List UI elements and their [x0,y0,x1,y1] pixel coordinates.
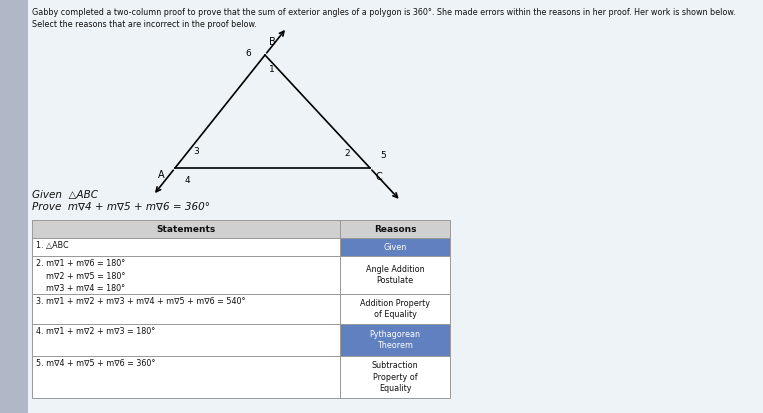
Bar [32,256,340,294]
Text: 3. m∇1 + m∇2 + m∇3 + m∇4 + m∇5 + m∇6 = 540°: 3. m∇1 + m∇2 + m∇3 + m∇4 + m∇5 + m∇6 = 5… [36,297,246,306]
Text: Pythagorean
Theorem: Pythagorean Theorem [369,330,420,350]
Text: Select the reasons that are incorrect in the proof below.: Select the reasons that are incorrect in… [32,20,257,29]
Text: 6: 6 [245,48,251,57]
Text: 2. m∇1 + m∇6 = 180°
    m∇2 + m∇5 = 180°
    m∇3 + m∇4 = 180°: 2. m∇1 + m∇6 = 180° m∇2 + m∇5 = 180° m∇3… [36,259,125,293]
Text: 4. m∇1 + m∇2 + m∇3 = 180°: 4. m∇1 + m∇2 + m∇3 = 180° [36,327,155,336]
Text: A: A [159,170,165,180]
Bar [32,238,340,256]
Text: Angle Addition
Postulate: Angle Addition Postulate [365,265,424,285]
Text: 4: 4 [185,176,191,185]
Bar [340,238,450,256]
Bar [340,324,450,356]
Text: Reasons: Reasons [374,225,417,233]
Text: B: B [269,37,275,47]
Bar [32,220,340,238]
Bar [32,356,340,398]
Bar [340,356,450,398]
Text: Given: Given [383,242,407,252]
Bar [340,256,450,294]
Bar [340,294,450,324]
Text: Addition Property
of Equality: Addition Property of Equality [360,299,430,319]
Text: 1: 1 [269,65,275,74]
Text: Gabby completed a two-column proof to prove that the sum of exterior angles of a: Gabby completed a two-column proof to pr… [32,8,736,17]
Text: Prove  m∇4 + m∇5 + m∇6 = 360°: Prove m∇4 + m∇5 + m∇6 = 360° [32,202,210,212]
Text: C: C [376,172,383,182]
Text: 5: 5 [380,151,386,160]
Bar [32,294,340,324]
Bar [32,324,340,356]
Text: Subtraction
Property of
Equality: Subtraction Property of Equality [372,361,418,393]
Text: Given  △ABC: Given △ABC [32,190,98,200]
Text: 2: 2 [344,149,350,158]
Text: 1. △ABC: 1. △ABC [36,241,69,250]
Text: Statements: Statements [156,225,216,233]
Text: 3: 3 [193,147,198,156]
Text: 5. m∇4 + m∇5 + m∇6 = 360°: 5. m∇4 + m∇5 + m∇6 = 360° [36,359,156,368]
Bar [0,0,28,413]
Bar [340,220,450,238]
